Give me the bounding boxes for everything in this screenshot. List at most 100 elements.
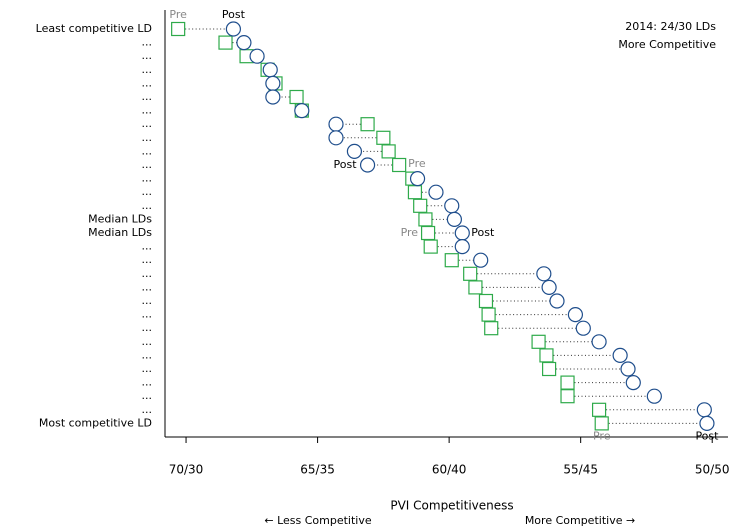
row-label: ... — [142, 172, 153, 185]
x-tick-label: 60/40 — [432, 463, 467, 477]
post-marker — [454, 239, 470, 255]
pre-marker — [413, 198, 428, 213]
post-marker — [409, 171, 426, 187]
pre-marker — [289, 89, 304, 105]
post-marker — [646, 388, 662, 404]
row-label: ... — [142, 240, 153, 253]
pre-marker — [542, 361, 557, 377]
row-label: ... — [142, 90, 153, 103]
x-tick-label: 70/30 — [169, 463, 204, 477]
pre-marker — [481, 307, 496, 322]
row-label: Most competitive LD — [39, 416, 152, 429]
row-label: ... — [142, 117, 153, 130]
row-label: ... — [142, 158, 153, 171]
pre-marker — [392, 157, 407, 173]
pre-marker — [478, 293, 494, 309]
marker-annotation: Post — [695, 429, 719, 442]
post-marker — [696, 402, 712, 418]
post-marker — [236, 34, 252, 51]
post-marker — [536, 266, 552, 282]
row-label: ... — [142, 199, 153, 212]
pre-marker — [420, 225, 436, 241]
row-label: ... — [142, 335, 153, 348]
x-axis-right-note: More Competitive → — [525, 514, 635, 527]
pre-marker — [594, 416, 609, 431]
post-marker — [454, 225, 470, 241]
row-label: ... — [142, 362, 153, 375]
post-marker — [620, 361, 636, 377]
marker-annotation: Pre — [401, 226, 419, 239]
pre-marker — [407, 185, 423, 200]
row-label: ... — [142, 308, 153, 321]
pre-marker — [423, 239, 438, 254]
pre-marker — [218, 35, 233, 50]
pre-marker — [444, 253, 459, 268]
row-label: Median LDs — [88, 212, 152, 225]
post-marker — [567, 307, 584, 323]
marker-annotation: Pre — [593, 429, 611, 442]
pre-marker — [463, 266, 478, 281]
x-axis-title: PVI Competitiveness — [390, 499, 513, 513]
pre-marker — [360, 117, 375, 132]
row-label: ... — [142, 144, 153, 157]
post-marker — [359, 157, 376, 173]
pre-marker — [560, 375, 575, 390]
row-label: ... — [142, 36, 153, 49]
x-axis-left-note: ← Less Competitive — [264, 514, 371, 527]
x-tick-label: 50/50 — [695, 463, 730, 477]
marker-annotation: Post — [471, 226, 495, 239]
pre-marker — [591, 402, 607, 417]
row-label: Median LDs — [88, 226, 152, 239]
row-label: ... — [142, 185, 153, 198]
post-marker — [346, 143, 363, 159]
post-marker — [294, 102, 310, 119]
post-marker — [612, 347, 628, 363]
row-label: ... — [142, 253, 153, 266]
row-label: ... — [142, 49, 153, 62]
row-label: ... — [142, 76, 153, 89]
post-marker — [473, 252, 489, 268]
pre-marker — [539, 348, 554, 363]
post-marker — [446, 211, 462, 227]
row-label: ... — [142, 321, 153, 334]
x-tick-label: 55/45 — [563, 463, 598, 477]
marker-annotation: Post — [334, 158, 358, 171]
pre-marker — [376, 130, 391, 145]
post-marker — [328, 130, 344, 146]
corner-note: More Competitive — [618, 38, 716, 51]
marker-annotation: Pre — [408, 157, 426, 170]
post-marker — [225, 21, 242, 37]
post-marker — [249, 48, 265, 64]
row-label: ... — [142, 294, 153, 307]
row-label: ... — [142, 104, 153, 117]
post-marker — [428, 184, 444, 200]
post-marker — [549, 293, 565, 309]
x-tick-label: 65/35 — [300, 463, 335, 477]
row-label: ... — [142, 403, 153, 416]
marker-annotation: Pre — [169, 8, 187, 21]
row-label: ... — [142, 348, 153, 361]
pre-marker — [418, 212, 433, 227]
post-marker — [265, 89, 281, 105]
post-marker — [265, 75, 281, 92]
post-marker — [541, 279, 557, 295]
row-label: Least competitive LD — [36, 22, 152, 35]
pre-marker — [381, 144, 396, 159]
row-label: ... — [142, 131, 153, 144]
row-label: ... — [142, 63, 153, 76]
pre-marker — [468, 280, 483, 295]
pre-marker — [560, 389, 575, 404]
pre-marker — [484, 321, 499, 336]
row-label: ... — [142, 280, 153, 293]
row-label: ... — [142, 389, 153, 402]
corner-note: 2014: 24/30 LDs — [625, 20, 716, 33]
post-marker — [444, 198, 460, 214]
post-marker — [328, 116, 344, 132]
post-marker — [591, 334, 607, 350]
post-marker — [625, 375, 641, 391]
post-marker — [262, 62, 278, 78]
row-label: ... — [142, 376, 153, 389]
pre-marker — [171, 21, 186, 37]
post-marker — [575, 320, 591, 336]
